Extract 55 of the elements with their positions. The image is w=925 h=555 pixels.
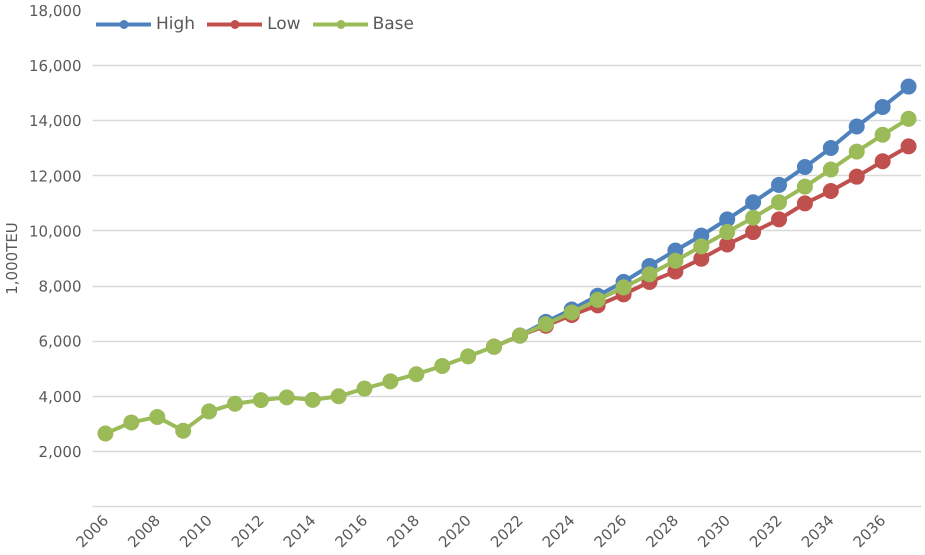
point — [771, 211, 788, 228]
point — [278, 389, 295, 406]
point — [616, 279, 632, 296]
point — [330, 388, 347, 404]
point — [382, 373, 398, 390]
point — [874, 153, 891, 170]
point — [900, 138, 917, 154]
point — [201, 403, 218, 420]
point — [434, 358, 450, 374]
point — [822, 140, 839, 156]
point — [252, 392, 269, 408]
point — [822, 162, 839, 178]
point — [304, 392, 321, 408]
legend-label: Low — [267, 14, 301, 34]
point — [822, 183, 839, 199]
point — [149, 408, 166, 425]
y-tick-label: 10,000 — [29, 222, 82, 240]
y-tick-label: 6,000 — [38, 332, 82, 351]
point — [848, 144, 865, 160]
point — [796, 159, 813, 175]
point — [123, 414, 140, 430]
point — [796, 178, 813, 195]
point — [745, 224, 762, 240]
y-tick-label: 12,000 — [29, 167, 82, 186]
point — [874, 98, 891, 115]
y-tick-label: 16,000 — [29, 57, 82, 76]
point — [848, 168, 865, 185]
y-tick-label: 14,000 — [29, 112, 82, 130]
y-tick-label: 8,000 — [38, 278, 82, 296]
point — [796, 195, 813, 212]
point — [719, 224, 736, 240]
y-axis-title: 1,000TEU — [3, 222, 22, 295]
point — [745, 194, 762, 210]
y-tick-label: 2,000 — [38, 442, 82, 461]
legend-label: Base — [372, 14, 414, 34]
point — [874, 126, 891, 143]
point — [771, 194, 788, 210]
point — [460, 348, 476, 364]
point — [641, 266, 658, 282]
point — [97, 425, 114, 442]
point — [590, 292, 606, 308]
y-tick-label: 4,000 — [38, 388, 82, 406]
point — [408, 366, 424, 382]
point — [693, 238, 710, 254]
y-tick-label: 18,000 — [29, 2, 82, 20]
point — [667, 252, 684, 269]
point — [175, 422, 192, 439]
point — [848, 118, 865, 134]
point — [900, 110, 917, 127]
point — [356, 380, 373, 397]
point — [900, 78, 917, 95]
point — [771, 176, 788, 193]
legend-label: High — [156, 14, 196, 34]
point — [226, 396, 243, 412]
point — [745, 210, 762, 226]
